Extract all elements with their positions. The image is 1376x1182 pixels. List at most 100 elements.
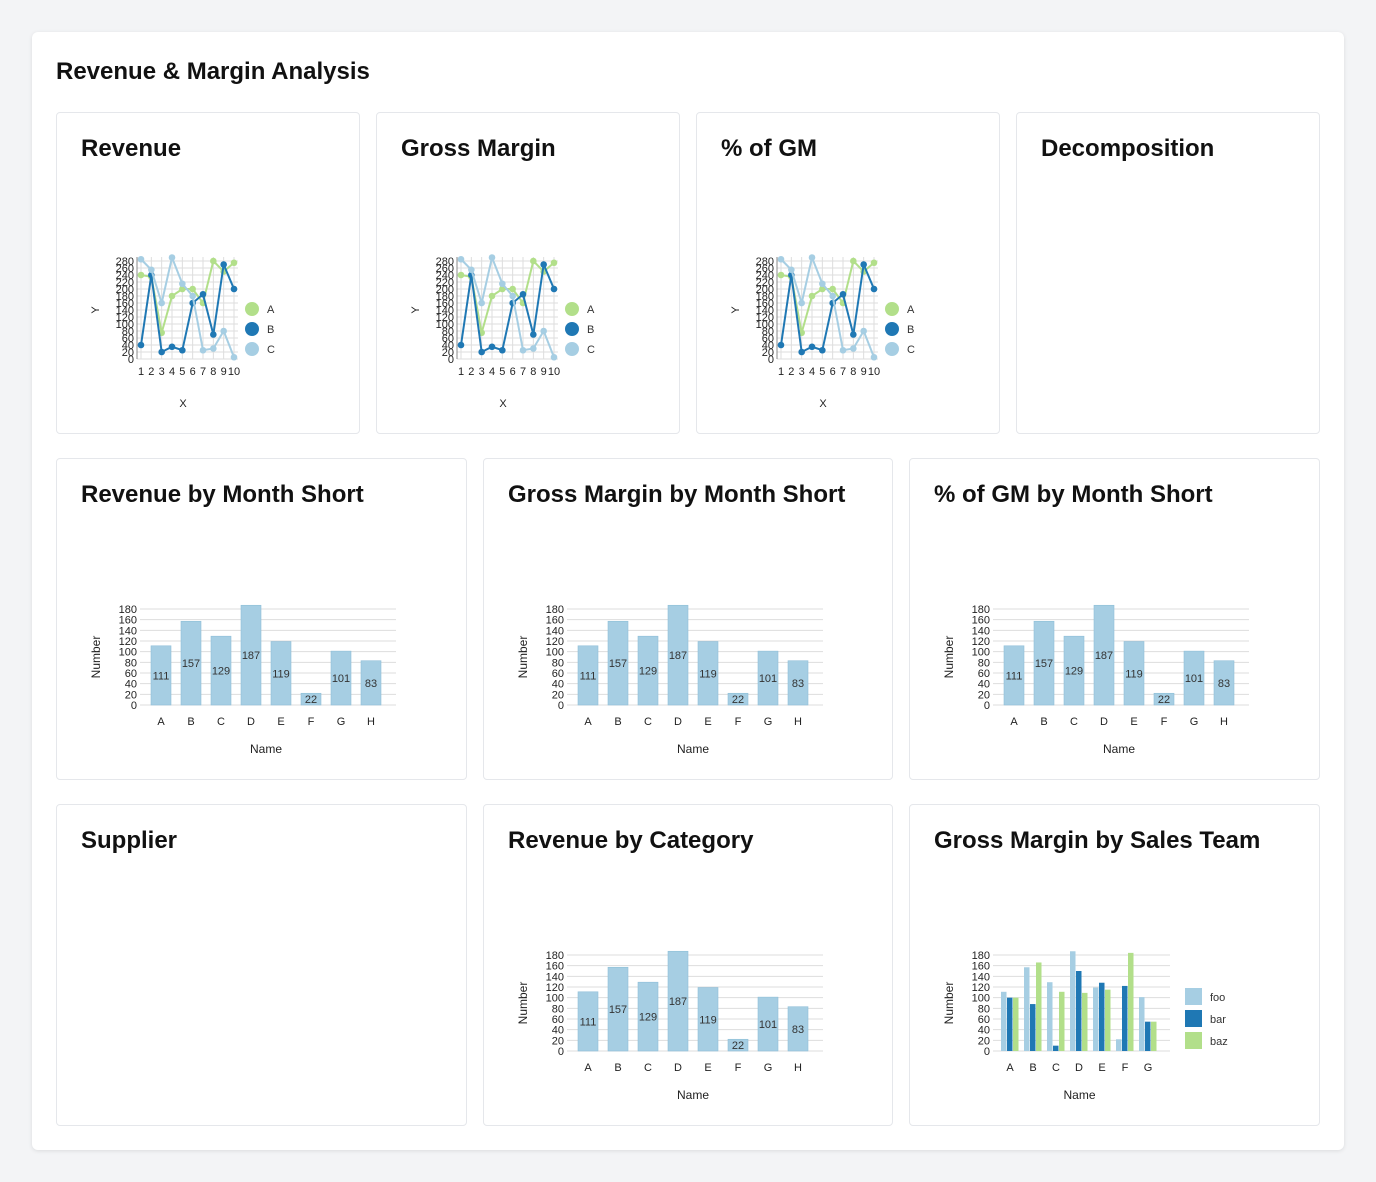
y-tick-label: 60	[978, 668, 990, 680]
x-tick-label: 5	[499, 366, 505, 378]
y-tick-label: 100	[436, 319, 454, 331]
x-tick-label: 10	[228, 366, 240, 378]
panel-gm-by-month: Gross Margin by Month Short 0 20 40 60 80 100…	[483, 458, 893, 780]
x-tick-label: 9	[221, 366, 227, 378]
panel-title: Gross Margin by Month Short	[508, 481, 846, 508]
bar	[757, 996, 779, 1052]
series-line-b	[780, 260, 875, 354]
bar	[757, 650, 779, 706]
bar	[270, 641, 292, 706]
data-point-b	[199, 290, 207, 298]
y-axis-label: Y	[410, 306, 422, 314]
panel-title: Gross Margin	[401, 135, 556, 162]
y-tick-label: 160	[972, 961, 990, 973]
x-tick-label: D	[674, 716, 682, 728]
bar-bar	[1030, 1004, 1036, 1051]
y-tick-label: 20	[442, 347, 454, 359]
x-axis-label: X	[179, 398, 187, 410]
data-point-a	[777, 271, 785, 279]
panel-title: Gross Margin by Sales Team	[934, 827, 1261, 854]
x-tick-label: 3	[159, 366, 165, 378]
bar	[150, 645, 172, 706]
x-tick-label: 8	[850, 366, 856, 378]
bar-bar	[1099, 982, 1105, 1051]
bar-data-label: 119	[699, 668, 717, 680]
panel-revenue: Revenue 0 20 40 60 80 100 120 140 160 180 200 220 24…	[56, 112, 360, 434]
legend-label: foo	[1210, 992, 1225, 1004]
y-tick-label: 60	[125, 668, 137, 680]
y-tick-label: 40	[122, 340, 134, 352]
data-point-b	[540, 261, 547, 268]
y-tick-label: 120	[116, 312, 134, 324]
y-tick-label: 20	[762, 347, 774, 359]
y-tick-label: 40	[978, 679, 990, 691]
bar-foo	[1001, 991, 1007, 1051]
x-tick-label: A	[584, 1062, 592, 1074]
data-point-b	[860, 261, 867, 268]
panel-title: Revenue by Category	[508, 827, 754, 854]
bar-data-label: 157	[609, 1004, 627, 1016]
bar	[637, 981, 659, 1052]
y-tick-label: 140	[972, 625, 990, 637]
panel-title: Supplier	[81, 827, 178, 854]
y-tick-label: 40	[552, 679, 564, 691]
bar	[787, 1006, 809, 1052]
legend-label: B	[907, 324, 914, 336]
data-point-c	[850, 345, 857, 352]
data-point-c	[839, 346, 847, 354]
x-tick-label: A	[157, 716, 165, 728]
data-point-a	[550, 259, 558, 267]
y-tick-label: 100	[116, 319, 134, 331]
x-tick-label: A	[584, 716, 592, 728]
x-tick-label: F	[1161, 716, 1168, 728]
y-tick-label: 160	[116, 298, 134, 310]
y-tick-label: 180	[972, 950, 990, 962]
y-tick-label: 220	[756, 277, 774, 289]
x-tick-label: F	[308, 716, 315, 728]
bar-data-label: 22	[305, 694, 317, 706]
data-point-c	[158, 299, 165, 307]
x-tick-label: B	[614, 1062, 621, 1074]
y-tick-label: 140	[119, 625, 137, 637]
x-tick-label: 7	[520, 366, 526, 378]
panel-decomposition: Decomposition	[1016, 112, 1320, 434]
x-tick-label: H	[367, 716, 375, 728]
data-point-b	[158, 348, 165, 356]
bar	[1183, 650, 1205, 706]
y-tick-label: 0	[558, 700, 564, 712]
x-tick-label: E	[704, 1062, 711, 1074]
y-tick-label: 80	[442, 326, 454, 338]
x-tick-label: F	[1122, 1062, 1129, 1074]
x-tick-label: 3	[479, 366, 485, 378]
x-tick-label: 8	[210, 366, 216, 378]
bar-data-label: 129	[639, 1012, 657, 1024]
y-tick-label: 280	[756, 256, 774, 268]
data-point-c	[210, 345, 217, 352]
y-tick-label: 140	[546, 625, 564, 637]
data-point-c	[189, 292, 196, 300]
data-point-c	[819, 280, 826, 288]
data-point-a	[179, 285, 186, 293]
y-tick-label: 60	[442, 333, 454, 345]
legend-swatch-c	[565, 342, 579, 356]
y-tick-label: 120	[546, 982, 564, 994]
x-tick-label: D	[1075, 1062, 1083, 1074]
y-tick-label: 280	[436, 256, 454, 268]
panel-gross-margin: Gross Margin 0 20 40 60 80 100 120 140 160 180 200…	[376, 112, 680, 434]
y-tick-label: 160	[972, 615, 990, 627]
y-tick-label: 160	[756, 298, 774, 310]
bar-data-label: 187	[669, 996, 687, 1008]
bar-foo	[1047, 982, 1053, 1051]
data-point-a	[210, 257, 217, 265]
bar-data-label: 22	[1158, 694, 1170, 706]
x-tick-label: C	[217, 716, 225, 728]
x-axis-label: Name	[1103, 742, 1135, 756]
legend-label: A	[587, 304, 595, 316]
bar-bar	[1053, 1045, 1059, 1051]
bar	[1063, 635, 1085, 706]
y-tick-label: 0	[131, 700, 137, 712]
data-point-c	[870, 353, 878, 361]
y-tick-label: 120	[546, 636, 564, 648]
